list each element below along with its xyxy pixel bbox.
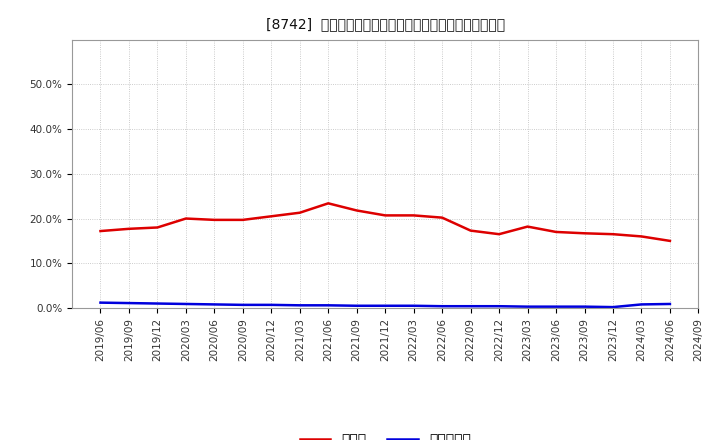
現頑金 bbox=[580, 231, 589, 236]
現頑金 bbox=[210, 217, 219, 223]
Title: [8742]  現預金、有利子負債の総資産に対する比率の推移: [8742] 現預金、有利子負債の総資産に対する比率の推移 bbox=[266, 18, 505, 32]
有利子負債 bbox=[637, 302, 646, 307]
現頑金 bbox=[495, 231, 503, 237]
有利子負債 bbox=[467, 304, 475, 309]
有利子負債 bbox=[523, 304, 532, 309]
現頑金 bbox=[438, 215, 446, 220]
現頑金 bbox=[608, 231, 617, 237]
現頑金 bbox=[295, 210, 304, 215]
Legend: 現頑金, 有利子負債: 現頑金, 有利子負債 bbox=[294, 428, 477, 440]
有利子負債 bbox=[181, 301, 190, 307]
有利子負債 bbox=[352, 303, 361, 308]
現頑金 bbox=[665, 238, 674, 244]
現頑金 bbox=[153, 225, 162, 230]
Line: 現頑金: 現頑金 bbox=[101, 203, 670, 241]
有利子負債 bbox=[410, 303, 418, 308]
現頑金 bbox=[637, 234, 646, 239]
現頑金 bbox=[324, 201, 333, 206]
現頑金 bbox=[267, 214, 276, 219]
有利子負債 bbox=[552, 304, 560, 309]
現頑金 bbox=[410, 213, 418, 218]
有利子負債 bbox=[608, 304, 617, 310]
現頑金 bbox=[125, 226, 133, 231]
有利子負債 bbox=[665, 301, 674, 307]
有利子負債 bbox=[580, 304, 589, 309]
現頑金 bbox=[181, 216, 190, 221]
有利子負債 bbox=[210, 302, 219, 307]
有利子負債 bbox=[153, 301, 162, 306]
有利子負債 bbox=[125, 301, 133, 306]
有利子負債 bbox=[495, 304, 503, 309]
有利子負債 bbox=[438, 304, 446, 309]
現頑金 bbox=[381, 213, 390, 218]
現頑金 bbox=[523, 224, 532, 229]
現頑金 bbox=[467, 228, 475, 233]
有利子負債 bbox=[96, 300, 105, 305]
有利子負債 bbox=[238, 302, 247, 308]
有利子負債 bbox=[267, 302, 276, 308]
現頑金 bbox=[96, 228, 105, 234]
現頑金 bbox=[552, 229, 560, 235]
現頑金 bbox=[352, 208, 361, 213]
Line: 有利子負債: 有利子負債 bbox=[101, 303, 670, 307]
有利子負債 bbox=[295, 303, 304, 308]
現頑金 bbox=[238, 217, 247, 223]
有利子負債 bbox=[324, 303, 333, 308]
有利子負債 bbox=[381, 303, 390, 308]
